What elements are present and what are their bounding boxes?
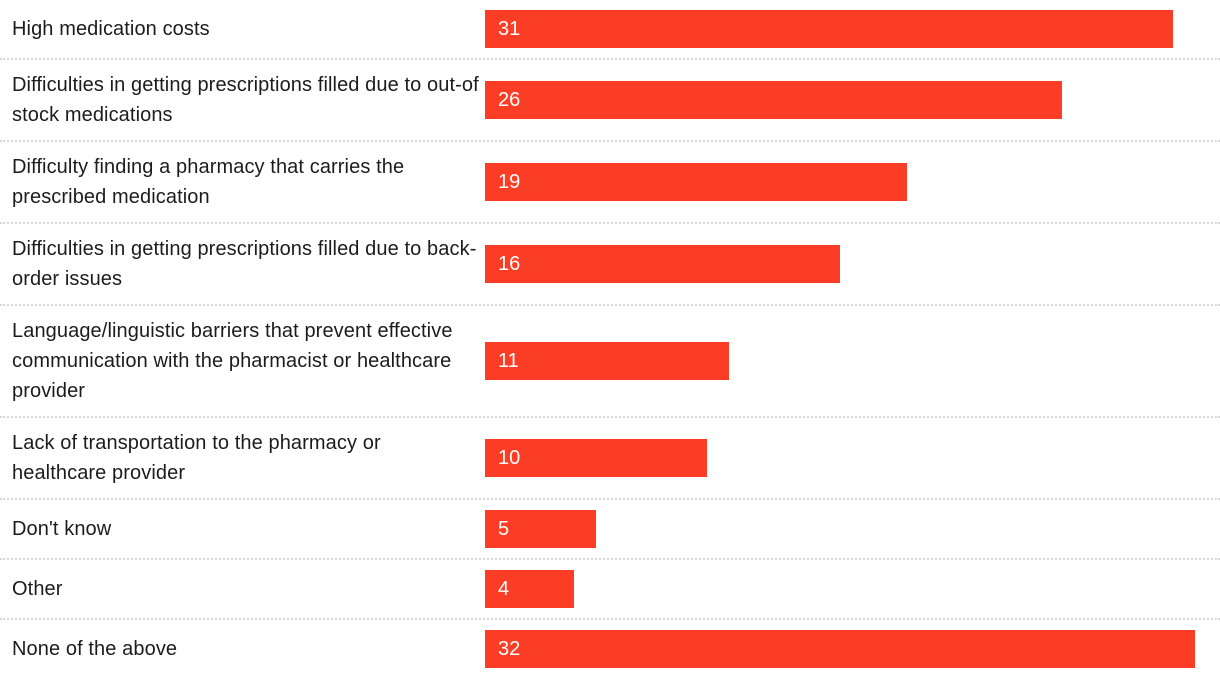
bar-area: 11	[485, 342, 1220, 380]
chart-row: Don't know 5	[0, 500, 1220, 560]
category-label: Difficulty finding a pharmacy that carri…	[12, 156, 405, 208]
category-label: High medication costs	[12, 18, 210, 40]
bar-area: 19	[485, 163, 1220, 201]
bar-value-label: 32	[498, 638, 521, 660]
category-label: Don't know	[12, 518, 112, 540]
bar-value-label: 31	[498, 18, 521, 40]
bar-value-label: 11	[498, 350, 519, 372]
chart-row: Lack of transportation to the pharmacy o…	[0, 418, 1220, 500]
bar-value-label: 5	[498, 518, 510, 540]
bar-area: 16	[485, 245, 1220, 283]
bar: 31	[485, 10, 1173, 48]
chart-row: Difficulties in getting prescriptions fi…	[0, 224, 1220, 306]
category-label: None of the above	[12, 638, 178, 660]
bar-area: 5	[485, 510, 1220, 548]
category-label: Language/linguistic barriers that preven…	[12, 320, 453, 402]
bar: 16	[485, 245, 840, 283]
bar: 5	[485, 510, 596, 548]
category-label: Other	[12, 578, 63, 600]
bar: 10	[485, 439, 707, 477]
category-label: Difficulties in getting prescriptions fi…	[12, 238, 477, 290]
bar-value-label: 26	[498, 89, 521, 111]
bar: 4	[485, 570, 574, 608]
chart-row: None of the above 32	[0, 620, 1220, 674]
bar-area: 10	[485, 439, 1220, 477]
bar: 19	[485, 163, 907, 201]
bar: 32	[485, 630, 1195, 668]
chart-row: Other 4	[0, 560, 1220, 620]
bar-area: 32	[485, 630, 1220, 668]
bar-value-label: 10	[498, 447, 521, 469]
bar: 11	[485, 342, 729, 380]
bar-area: 31	[485, 10, 1220, 48]
bar: 26	[485, 81, 1062, 119]
chart-row: High medication costs 31	[0, 0, 1220, 60]
bar-area: 26	[485, 81, 1220, 119]
category-label: Lack of transportation to the pharmacy o…	[12, 432, 381, 484]
chart-row: Difficulties in getting prescriptions fi…	[0, 60, 1220, 142]
chart-row: Difficulty finding a pharmacy that carri…	[0, 142, 1220, 224]
bar-value-label: 16	[498, 253, 521, 275]
bar-area: 4	[485, 570, 1220, 608]
chart-row: Language/linguistic barriers that preven…	[0, 306, 1220, 418]
bar-value-label: 19	[498, 171, 521, 193]
bar-value-label: 4	[498, 578, 510, 600]
category-label: Difficulties in getting prescriptions fi…	[12, 74, 479, 126]
